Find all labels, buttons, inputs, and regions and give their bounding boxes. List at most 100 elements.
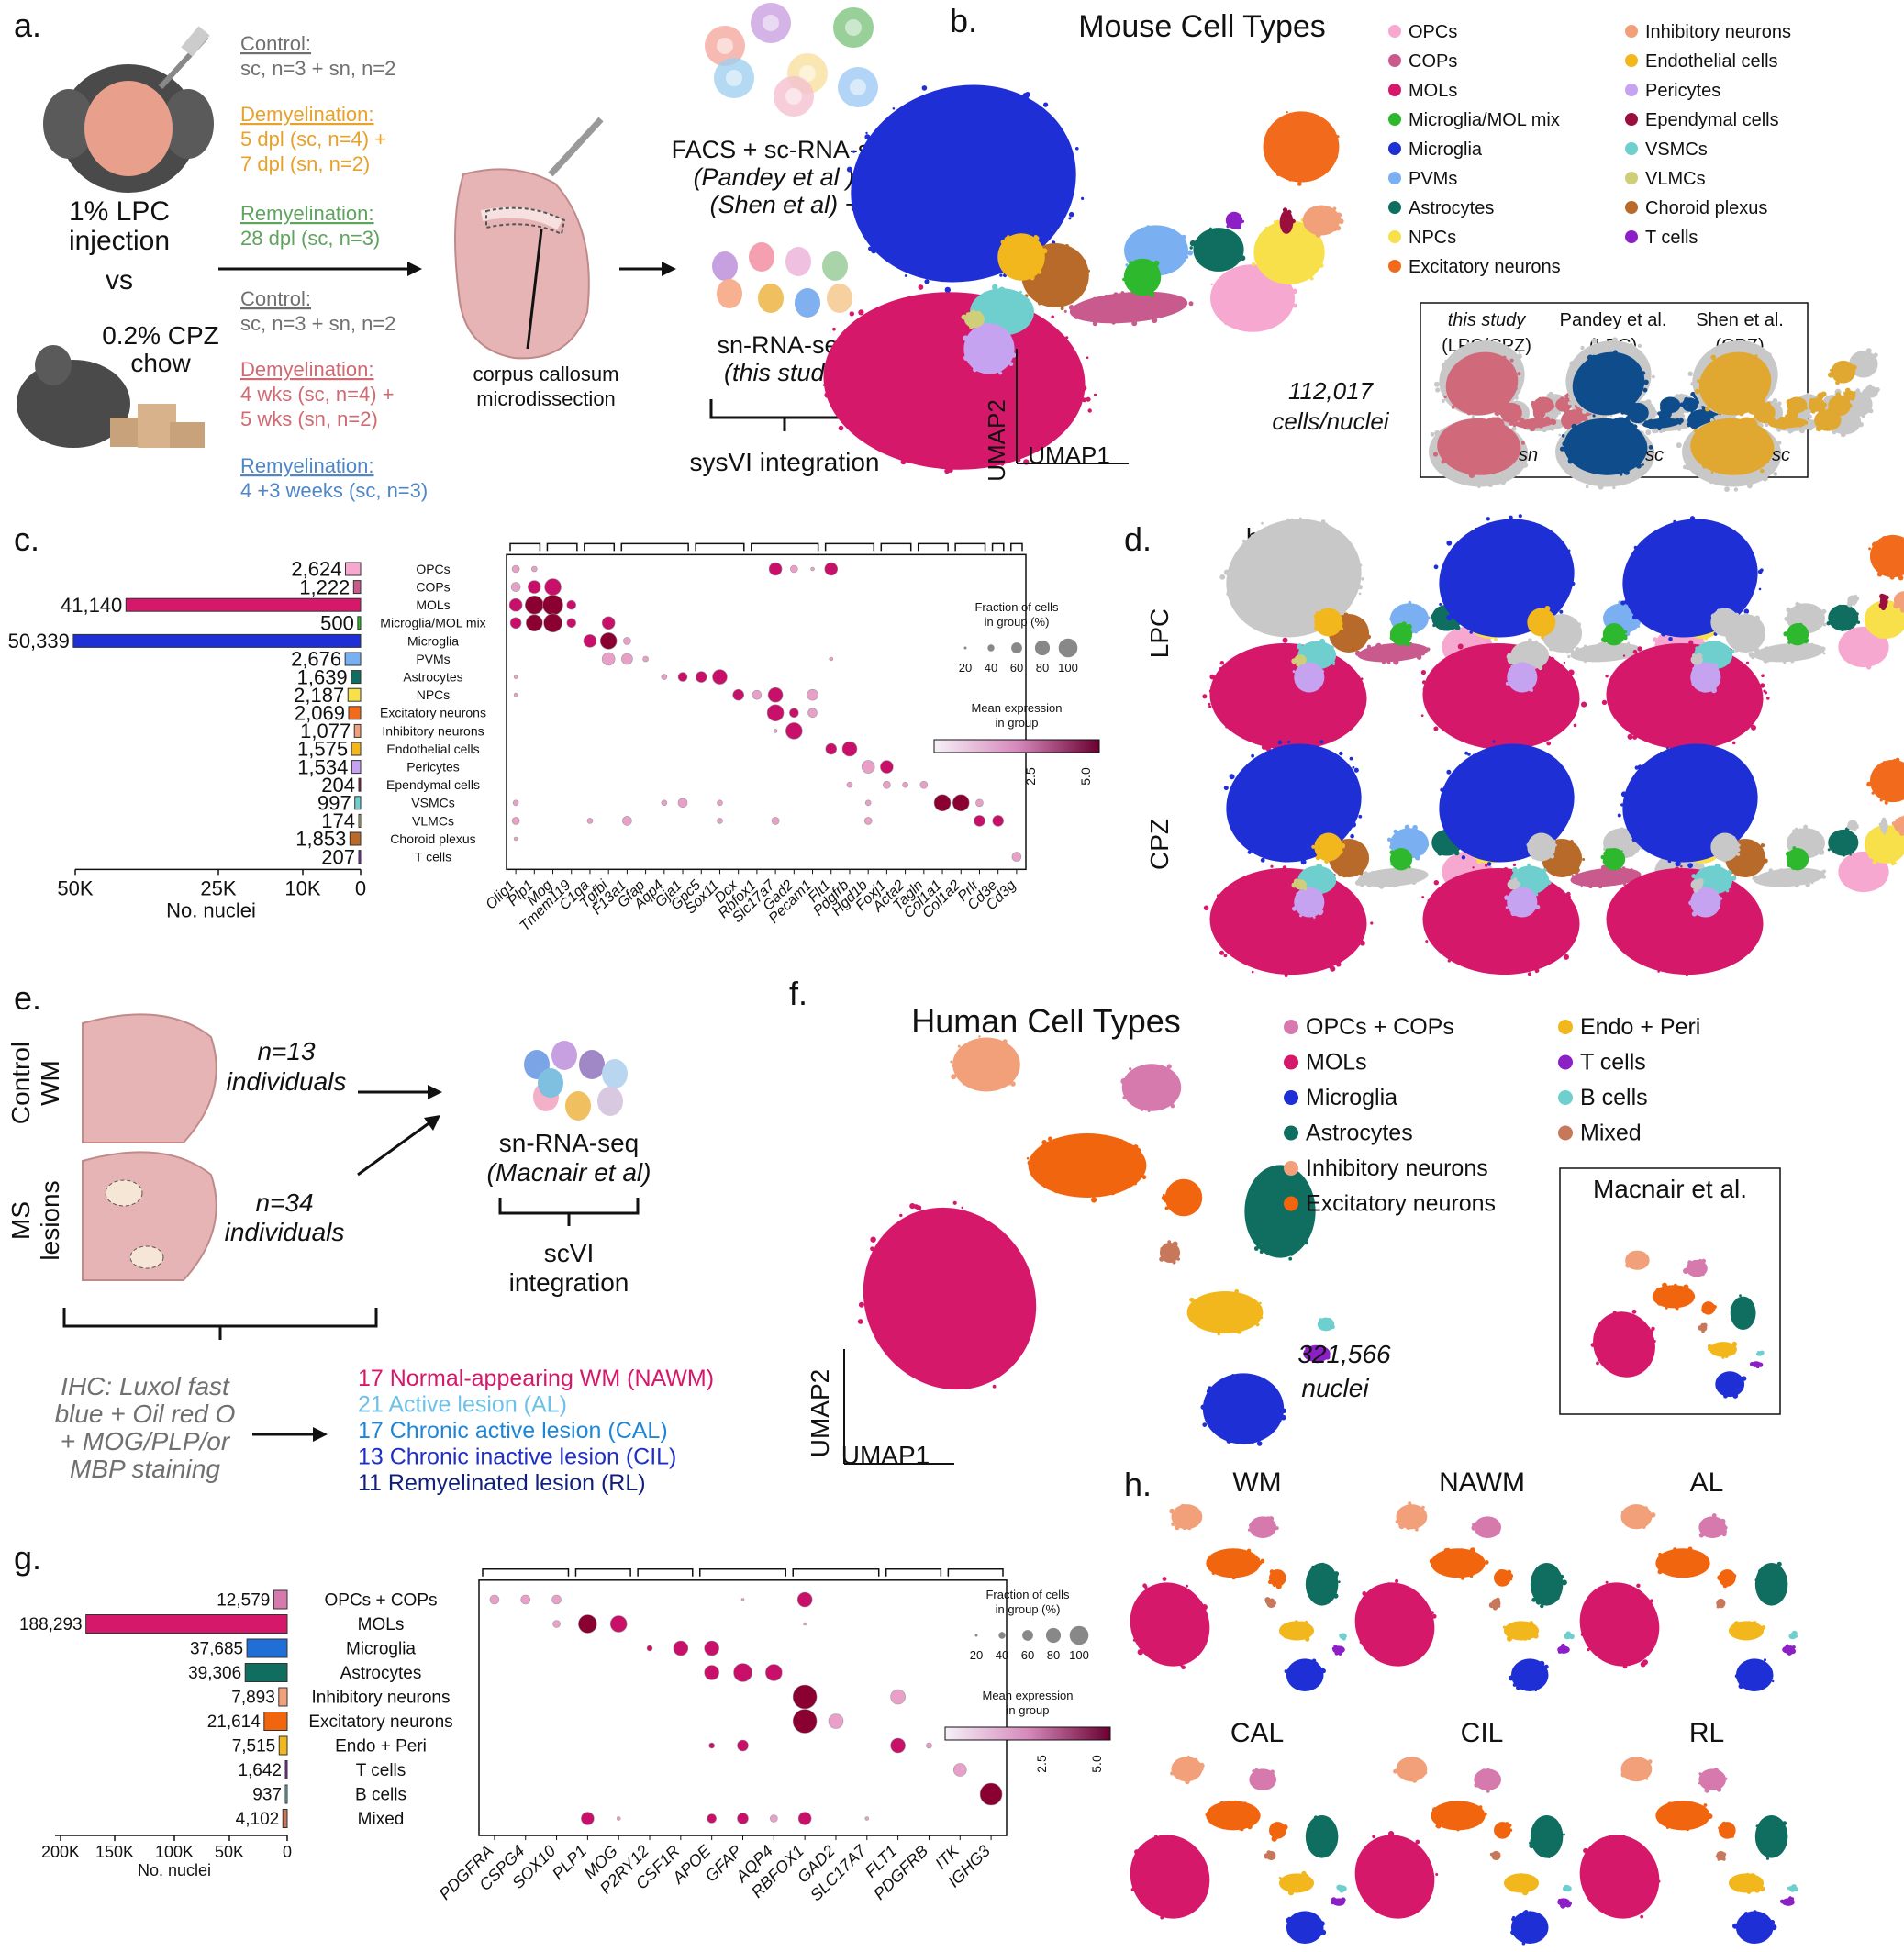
cell-point [1691, 736, 1694, 740]
cell-point [1325, 145, 1330, 150]
cell-point [1513, 884, 1517, 887]
cell-point [1379, 876, 1384, 881]
cell-point [1179, 239, 1186, 245]
cell-point [1332, 852, 1336, 855]
cell-point [1828, 372, 1834, 378]
cell-point [1795, 408, 1800, 414]
cell-point [1807, 394, 1810, 398]
cell-point [1687, 713, 1693, 719]
cell-point [1587, 872, 1590, 876]
cell-point [1354, 879, 1361, 886]
cell-point [1716, 905, 1720, 909]
cell-point [1747, 384, 1751, 388]
cluster-core [1507, 662, 1538, 693]
cell-point [1853, 873, 1856, 876]
cell-point [1433, 880, 1440, 886]
cell-point [1838, 375, 1843, 381]
cell-point [1807, 644, 1810, 647]
cell-point [908, 128, 915, 134]
cell-point [1613, 350, 1618, 355]
cell-point [1698, 896, 1705, 902]
bar-value-label: 1,575 [297, 738, 348, 761]
cell-point [1507, 409, 1510, 413]
cell-point [985, 362, 989, 366]
cell-point [1832, 429, 1837, 435]
cell-point [1617, 833, 1620, 838]
cell-point [1583, 651, 1587, 654]
condition-heading: Demyelination: [240, 103, 374, 126]
cell-point [1793, 846, 1797, 850]
cell-point [1884, 595, 1889, 600]
cell-point [1690, 382, 1695, 386]
cell-point [1642, 387, 1648, 393]
cell-point [1086, 314, 1093, 320]
cell-point [1500, 479, 1507, 485]
cell-point [1317, 659, 1323, 665]
cell-point [1338, 217, 1342, 220]
cell-point [1315, 703, 1320, 709]
integ-label: integration [509, 1268, 629, 1297]
cell-point [1726, 809, 1731, 813]
cell-point [1625, 643, 1631, 650]
cell-point [1698, 885, 1702, 889]
cell-point [874, 199, 881, 205]
n-label: n=13 [257, 1037, 315, 1065]
cell-point [1873, 876, 1878, 881]
cell-point [1311, 896, 1318, 901]
cell-point [1876, 854, 1878, 858]
cell-point [1234, 928, 1240, 933]
cell-point [1523, 426, 1528, 430]
cell-point [1776, 646, 1783, 653]
legend-swatch [1625, 172, 1638, 184]
cell-point [1629, 422, 1634, 429]
cell-point [1630, 476, 1633, 480]
cell-point [875, 138, 880, 142]
cell-point [1492, 349, 1496, 352]
cell-point [1611, 451, 1617, 455]
expression-dot [933, 794, 952, 812]
cell-point [1238, 789, 1242, 794]
cell-point [1760, 448, 1763, 451]
cell-point [1350, 564, 1357, 571]
cell-point [1639, 403, 1642, 407]
cell-point [1262, 312, 1264, 316]
cell-point [1491, 364, 1498, 371]
cell-point [879, 1243, 884, 1247]
cell-point [1068, 211, 1074, 218]
cell-point [1211, 703, 1217, 708]
brain-tissue-icon [82, 1013, 217, 1143]
cell-point [1440, 890, 1445, 895]
cell-point [1412, 824, 1418, 831]
cell-point [852, 384, 855, 386]
cell-point [1532, 657, 1538, 662]
cell-point [1670, 740, 1675, 744]
cell-point [1219, 950, 1224, 955]
cell-point [934, 247, 939, 252]
cell-point [1520, 719, 1527, 725]
cell-point [1716, 649, 1720, 653]
cell-point [1837, 843, 1842, 849]
cell-point [1130, 295, 1135, 300]
cell-point [1564, 548, 1567, 552]
cell-point [922, 162, 927, 167]
cell-point [1274, 916, 1280, 922]
cell-point [1225, 255, 1230, 261]
cell-point [1743, 608, 1750, 614]
cell-point [1304, 756, 1310, 763]
cell-point [1493, 719, 1497, 724]
cell-point [1728, 341, 1734, 348]
cell-point [1139, 281, 1143, 284]
cell-point [1052, 126, 1057, 130]
bar-value-label: 1,853 [295, 828, 346, 851]
cell-point [1624, 630, 1628, 633]
cluster-core [1527, 832, 1556, 862]
cell-point [1704, 674, 1708, 677]
cell-point [1631, 837, 1636, 842]
cell-point [1763, 657, 1768, 663]
cell-point [1444, 847, 1448, 851]
cell-point [1557, 401, 1562, 407]
cell-point [1655, 895, 1660, 899]
gene-group-bracket [695, 542, 745, 552]
cell-point [1036, 269, 1042, 274]
